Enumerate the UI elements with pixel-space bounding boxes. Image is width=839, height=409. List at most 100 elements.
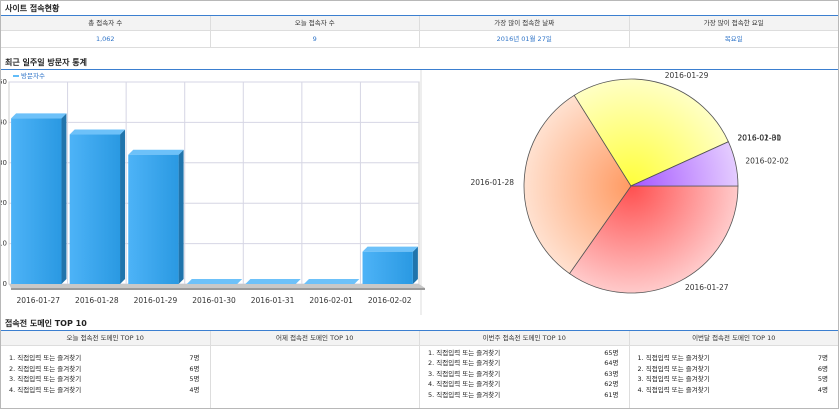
domain-item: 1. 직접입력 또는 즐겨찾기 7명 (9, 353, 200, 363)
domain-label: 직접입력 또는 즐겨찾기 (436, 348, 501, 357)
visit-count: 4명 (189, 385, 200, 394)
rank: 1. (428, 348, 435, 357)
x-tick-label: 2016-02-01 (309, 296, 353, 305)
domain-item: 3. 직접입력 또는 즐겨찾기 5명 (9, 374, 200, 384)
domain-list: 1. 직접입력 또는 즐겨찾기 7명 2. 직접입력 또는 즐겨찾기 6명 3. 직접입… (1, 346, 211, 408)
pie-slice (523, 94, 632, 275)
domain-header: 이번달 접속전 도메인 TOP 10 (629, 331, 838, 346)
bar (362, 251, 413, 284)
y-tick-label: 40 (1, 118, 7, 126)
summary-value-row: 1,062 9 2016년 01월 27일 목요일 (1, 31, 838, 48)
rank: 1. (637, 354, 644, 362)
rank: 4. (637, 385, 644, 394)
domain-label: 직접입력 또는 즐겨찾기 (645, 364, 710, 373)
rank: 2. (9, 364, 16, 373)
rank: 4. (9, 385, 16, 394)
x-tick-label: 2016-01-28 (75, 296, 119, 305)
domain-label: 직접입력 또는 즐겨찾기 (436, 369, 501, 378)
summary-value: 2016년 01월 27일 (420, 31, 630, 48)
rank: 3. (9, 375, 16, 383)
visit-count: 63명 (604, 369, 619, 378)
bar-top (69, 129, 126, 135)
pie-slice (630, 141, 739, 187)
rank: 2. (428, 359, 435, 368)
y-tick-label: 0 (3, 280, 7, 288)
domain-label: 직접입력 또는 즐겨찾기 (645, 375, 710, 383)
bar-top (245, 279, 301, 284)
domain-label: 직접입력 또는 즐겨찾기 (17, 354, 82, 362)
domain-label: 직접입력 또는 즐겨찾기 (436, 390, 501, 399)
domain-item: 2. 직접입력 또는 즐겨찾기 6명 (638, 364, 829, 374)
summary-value: 9 (210, 31, 420, 48)
floor (9, 284, 425, 288)
visit-count: 5명 (189, 375, 200, 383)
rank: 5. (428, 390, 435, 399)
bar-top (128, 149, 184, 155)
summary-value: 목요일 (629, 31, 838, 48)
rank: 4. (428, 380, 435, 389)
domain-item: 5. 직접입력 또는 즐겨찾기 61명 (428, 390, 619, 400)
section-rule (1, 15, 838, 16)
domain-item: 3. 직접입력 또는 즐겨찾기 5명 (638, 374, 829, 384)
domain-list: 1. 직접입력 또는 즐겨찾기 65명 2. 직접입력 또는 즐겨찾기 64명 3. 직… (420, 346, 630, 408)
domain-item: 4. 직접입력 또는 즐겨찾기 62명 (428, 379, 619, 389)
charts: 0 10 20 30 40 50 방문자수 2016-01-27 2016-01-28 2016-… (1, 70, 789, 315)
section-title: 접속전 도메인 TOP 10 (5, 319, 87, 328)
summary-header: 총 접속자 수 (1, 16, 211, 31)
pie-label: 2016-01-28 (470, 178, 514, 187)
rank: 3. (637, 375, 644, 383)
pie-label: 2016-01-27 (685, 283, 729, 292)
bar-top (362, 246, 418, 252)
floor-edge (11, 288, 425, 290)
bar-top (186, 279, 243, 284)
section-title: 최근 일주일 방문자 통계 (5, 58, 87, 67)
domain-list: 1. 직접입력 또는 즐겨찾기 7명 2. 직접입력 또는 즐겨찾기 6명 3. 직접입… (630, 346, 839, 408)
visit-count: 61명 (604, 390, 619, 399)
domain-item: 4. 직접입력 또는 즐겨찾기 4명 (638, 385, 829, 395)
visit-count: 62명 (604, 380, 619, 389)
bar-side (178, 149, 184, 284)
domain-item: 1. 직접입력 또는 즐겨찾기 7명 (638, 353, 829, 363)
domain-item: 3. 직접입력 또는 즐겨찾기 63명 (428, 369, 619, 379)
domain-item: 1. 직접입력 또는 즐겨찾기 65명 (428, 348, 619, 358)
pie-label: 2016-02-01 (738, 133, 782, 142)
bar (128, 154, 179, 284)
visit-count: 7명 (189, 354, 200, 362)
section-rule (1, 69, 838, 70)
domain-label: 직접입력 또는 즐겨찾기 (645, 385, 710, 394)
pie-label: 2016-01-31 (738, 133, 782, 142)
pie-slice (568, 185, 739, 294)
x-tick-label: 2016-01-31 (251, 296, 295, 305)
domain-label: 직접입력 또는 즐겨찾기 (17, 385, 82, 394)
summary-header: 가장 많이 접속한 요일 (629, 16, 838, 31)
rank: 1. (9, 354, 16, 362)
summary-header: 가장 많이 접속한 날짜 (420, 16, 630, 31)
y-tick-label: 50 (1, 78, 7, 86)
legend-label: 방문자수 (21, 71, 45, 80)
summary-header: 오늘 접속자 수 (210, 16, 420, 31)
domain-label: 직접입력 또는 즐겨찾기 (436, 380, 501, 389)
visit-count: 6명 (817, 364, 828, 373)
domain-label: 직접입력 또는 즐겨찾기 (436, 359, 501, 368)
section-rule (1, 330, 838, 331)
domain-label: 직접입력 또는 즐겨찾기 (645, 354, 710, 362)
summary-value: 1,062 (1, 31, 211, 48)
section-title: 사이트 접속현황 (5, 4, 60, 13)
pie-label: 2016-02-02 (745, 157, 789, 166)
bar-top (11, 113, 67, 119)
domain-item: 4. 직접입력 또는 즐겨찾기 4명 (9, 385, 200, 395)
y-tick-label: 10 (1, 240, 7, 248)
bar (69, 134, 121, 284)
x-tick-label: 2016-01-30 (192, 296, 236, 305)
bar (11, 118, 62, 284)
domain-label: 직접입력 또는 즐겨찾기 (17, 375, 82, 383)
pie-label: 2016-01-30 (738, 133, 782, 142)
visit-count: 64명 (604, 359, 619, 368)
visit-count: 65명 (604, 348, 619, 357)
visit-count: 5명 (817, 375, 828, 383)
visit-count: 6명 (189, 364, 200, 373)
domain-label: 직접입력 또는 즐겨찾기 (17, 364, 82, 373)
pie-label: 2016-01-29 (665, 71, 709, 80)
bar-side (412, 246, 418, 284)
